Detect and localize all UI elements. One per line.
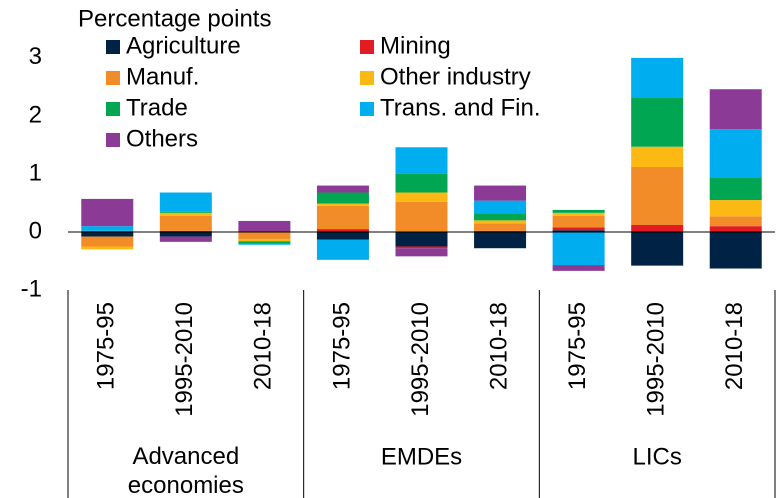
y-tick-label: 1 — [29, 159, 42, 186]
bar-segment — [474, 220, 527, 224]
bar-segment — [552, 215, 605, 228]
bar-segment — [159, 231, 212, 237]
bar-segment — [316, 231, 369, 240]
bar-segment — [81, 246, 134, 250]
bar-segment — [159, 192, 212, 212]
bar-segment — [474, 231, 527, 249]
x-tick-label: 1995-2010 — [643, 302, 670, 417]
bar-segment — [474, 200, 527, 214]
bar-segment — [238, 231, 291, 239]
bar-segment — [709, 89, 762, 130]
legend-swatch — [360, 40, 374, 54]
legend-label: Other industry — [380, 63, 531, 90]
y-tick-label: 0 — [29, 217, 42, 244]
bar-segment — [631, 225, 684, 232]
bar-segment — [238, 241, 291, 244]
x-tick-label: 2010-18 — [485, 302, 512, 390]
bar-segment — [395, 201, 448, 232]
group-label: LICs — [632, 443, 681, 470]
bar-segment — [552, 209, 605, 213]
x-tick-label: 1975-95 — [564, 302, 591, 390]
bar-segment — [395, 192, 448, 202]
bar-segment — [631, 231, 684, 266]
bar-segment — [552, 231, 605, 266]
legend-label: Mining — [380, 32, 451, 59]
bar-segment — [316, 229, 369, 232]
bar-segment — [81, 230, 134, 232]
y-tick-label: -1 — [21, 275, 42, 302]
bar-segment — [316, 185, 369, 193]
legend-label: Manuf. — [126, 63, 199, 90]
legend-label: Others — [126, 125, 198, 152]
bar-segment — [709, 129, 762, 179]
bar-segment — [316, 239, 369, 260]
bar-segment — [709, 178, 762, 201]
bar-segment — [709, 216, 762, 227]
bar-segment — [709, 200, 762, 217]
x-tick-label: 1975-95 — [93, 302, 120, 390]
legend-swatch — [106, 71, 120, 85]
legend-swatch — [106, 40, 120, 54]
group-label: EMDEs — [381, 443, 462, 470]
bar-segment — [81, 231, 134, 237]
bar-segment — [395, 246, 448, 249]
bar-segment — [316, 192, 369, 204]
legend-label: Trade — [126, 94, 188, 121]
y-tick-label: 3 — [29, 43, 42, 70]
bar-segment — [709, 231, 762, 269]
bar-segment — [159, 212, 212, 216]
bar-segment — [81, 236, 134, 247]
group-label: Advanced economies — [128, 443, 244, 498]
y-axis-label: Percentage points — [78, 5, 271, 32]
x-tick-label: 1995-2010 — [407, 302, 434, 417]
bar-segment — [474, 213, 527, 221]
bar-segment — [395, 248, 448, 257]
legend-swatch — [106, 133, 120, 147]
bar-segment — [631, 166, 684, 226]
bar-segment — [474, 223, 527, 231]
x-tick-label: 2010-18 — [721, 302, 748, 390]
bar-segment — [81, 198, 134, 227]
bar-segment — [631, 57, 684, 98]
bar-segment — [474, 230, 527, 232]
bar-segment — [552, 227, 605, 231]
legend-swatch — [106, 102, 120, 116]
x-tick-label: 1975-95 — [328, 302, 355, 390]
bar-segment — [159, 236, 212, 242]
bar-segment — [316, 203, 369, 206]
bar-segment — [159, 215, 212, 231]
bar-segment — [159, 211, 212, 213]
bar-segment — [395, 173, 448, 193]
bar-segment — [474, 185, 527, 201]
bar-segment — [316, 205, 369, 230]
legend-label: Agriculture — [126, 32, 241, 59]
bar-segment — [631, 146, 684, 167]
bar-segment — [238, 238, 291, 242]
bar-segment — [631, 97, 684, 147]
legend-swatch — [360, 102, 374, 116]
y-tick-label: 2 — [29, 101, 42, 128]
bar-segment — [238, 220, 291, 232]
bar-segment — [159, 230, 212, 232]
x-tick-label: 1995-2010 — [171, 302, 198, 417]
bar-segment — [81, 226, 134, 231]
bar-segment — [238, 243, 291, 245]
x-tick-label: 2010-18 — [250, 302, 277, 390]
bar-segment — [552, 265, 605, 271]
legend-swatch — [360, 71, 374, 85]
bar-segment — [395, 147, 448, 174]
bar-segment — [552, 212, 605, 216]
bar-segment — [395, 231, 448, 247]
legend-label: Trans. and Fin. — [380, 94, 541, 121]
bar-segment — [709, 226, 762, 232]
bar-segment — [552, 230, 605, 232]
